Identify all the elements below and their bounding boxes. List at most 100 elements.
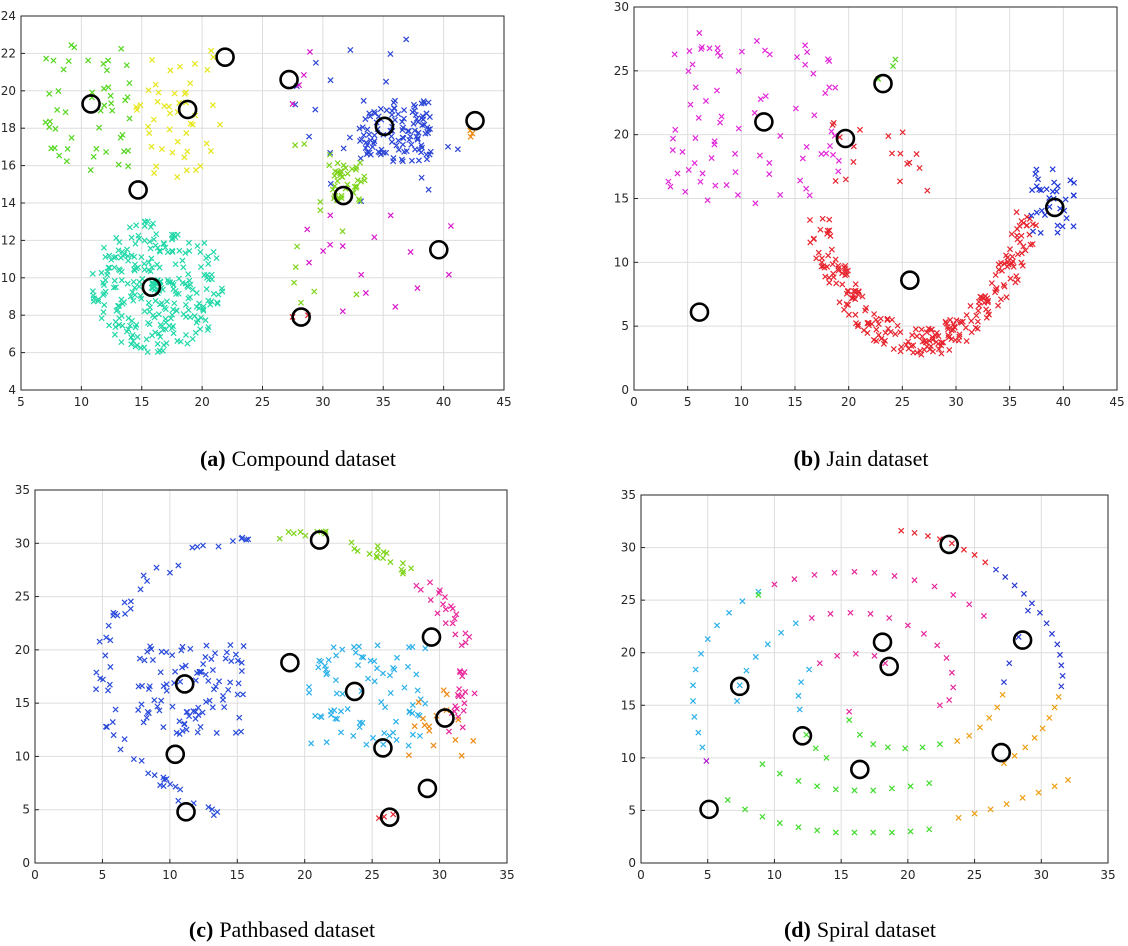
- data-point: [366, 550, 373, 557]
- data-point: [276, 535, 283, 542]
- x-tick-label: 30: [432, 868, 447, 882]
- data-point: [172, 783, 179, 790]
- data-point: [792, 105, 799, 112]
- data-point: [955, 814, 962, 821]
- data-point: [814, 827, 821, 834]
- y-tick-label: 4: [8, 383, 16, 397]
- data-point: [238, 535, 245, 542]
- panel-jain: 0 5 10 15 20 25 30 35 40 45 0 5 10 15 20 25 30: [614, 0, 1125, 409]
- data-point: [176, 718, 183, 725]
- data-point: [141, 308, 148, 315]
- data-point: [151, 314, 158, 321]
- data-point: [830, 274, 837, 281]
- data-point: [963, 312, 970, 319]
- data-point: [811, 571, 818, 578]
- x-tick-label: 25: [895, 395, 910, 409]
- y-tick-label: 8: [8, 308, 16, 322]
- data-point: [144, 349, 151, 356]
- data-point: [347, 46, 354, 54]
- data-point: [1012, 279, 1019, 286]
- data-point: [967, 302, 974, 309]
- data-point: [326, 162, 333, 169]
- data-point: [687, 101, 694, 108]
- data-point: [105, 622, 112, 629]
- data-point: [370, 140, 377, 147]
- data-point: [1020, 590, 1027, 597]
- data-point: [826, 58, 833, 65]
- data-point: [203, 698, 210, 705]
- data-point: [219, 288, 226, 295]
- data-point: [111, 277, 118, 284]
- data-point: [155, 311, 162, 318]
- data-point: [799, 155, 806, 162]
- x-tick-label: 45: [496, 395, 511, 409]
- data-point: [199, 542, 207, 549]
- data-point: [184, 340, 191, 347]
- data-point: [919, 744, 926, 751]
- data-point: [1011, 582, 1018, 589]
- data-point: [198, 668, 205, 675]
- data-point: [355, 643, 362, 650]
- data-point: [133, 222, 140, 229]
- data-point: [791, 576, 798, 583]
- center-marker: [333, 185, 354, 206]
- data-point: [355, 196, 362, 203]
- data-point: [400, 115, 407, 122]
- data-point: [828, 128, 835, 135]
- data-point: [978, 294, 985, 301]
- center-marker: [699, 799, 719, 820]
- data-point: [205, 253, 212, 260]
- center-marker: [421, 627, 442, 647]
- data-point: [339, 308, 346, 315]
- data-point: [93, 145, 100, 152]
- data-point: [162, 244, 169, 251]
- data-point: [333, 690, 340, 697]
- data-point: [321, 662, 328, 669]
- data-point: [62, 109, 69, 116]
- data-point: [732, 169, 739, 176]
- data-point: [686, 48, 693, 55]
- data-point: [896, 178, 903, 185]
- data-point: [107, 663, 114, 670]
- data-point: [460, 707, 467, 714]
- data-point: [362, 116, 369, 123]
- data-point: [759, 813, 766, 820]
- data-point: [735, 125, 742, 132]
- data-point: [830, 119, 837, 126]
- data-point: [153, 163, 160, 170]
- data-point: [146, 683, 153, 690]
- data-point: [832, 829, 839, 836]
- data-point: [373, 552, 380, 559]
- data-point: [1001, 260, 1008, 267]
- data-point: [908, 342, 915, 350]
- data-point: [109, 107, 116, 114]
- data-point: [824, 230, 831, 237]
- y-tick-label: 22: [1, 46, 16, 60]
- data-point: [938, 350, 945, 357]
- data-point: [905, 338, 912, 345]
- data-point: [96, 638, 103, 645]
- data-point: [379, 555, 387, 562]
- data-point: [726, 609, 733, 616]
- data-point: [116, 239, 123, 246]
- data-point: [1054, 222, 1061, 229]
- data-point: [103, 148, 110, 155]
- data-point: [1003, 294, 1010, 301]
- data-point: [974, 318, 981, 325]
- data-point: [698, 45, 705, 53]
- data-point: [1039, 725, 1046, 732]
- data-point: [822, 273, 829, 280]
- data-point: [699, 170, 706, 177]
- data-point: [413, 671, 420, 678]
- data-point: [1000, 679, 1007, 686]
- data-point: [145, 267, 152, 274]
- data-point: [175, 562, 182, 569]
- cluster-centers: [699, 534, 1033, 820]
- data-point: [167, 315, 174, 322]
- data-point: [220, 692, 227, 699]
- data-point: [180, 264, 187, 271]
- data-point: [892, 56, 899, 63]
- data-point: [803, 185, 810, 192]
- data-point: [139, 275, 146, 282]
- data-point: [860, 327, 867, 334]
